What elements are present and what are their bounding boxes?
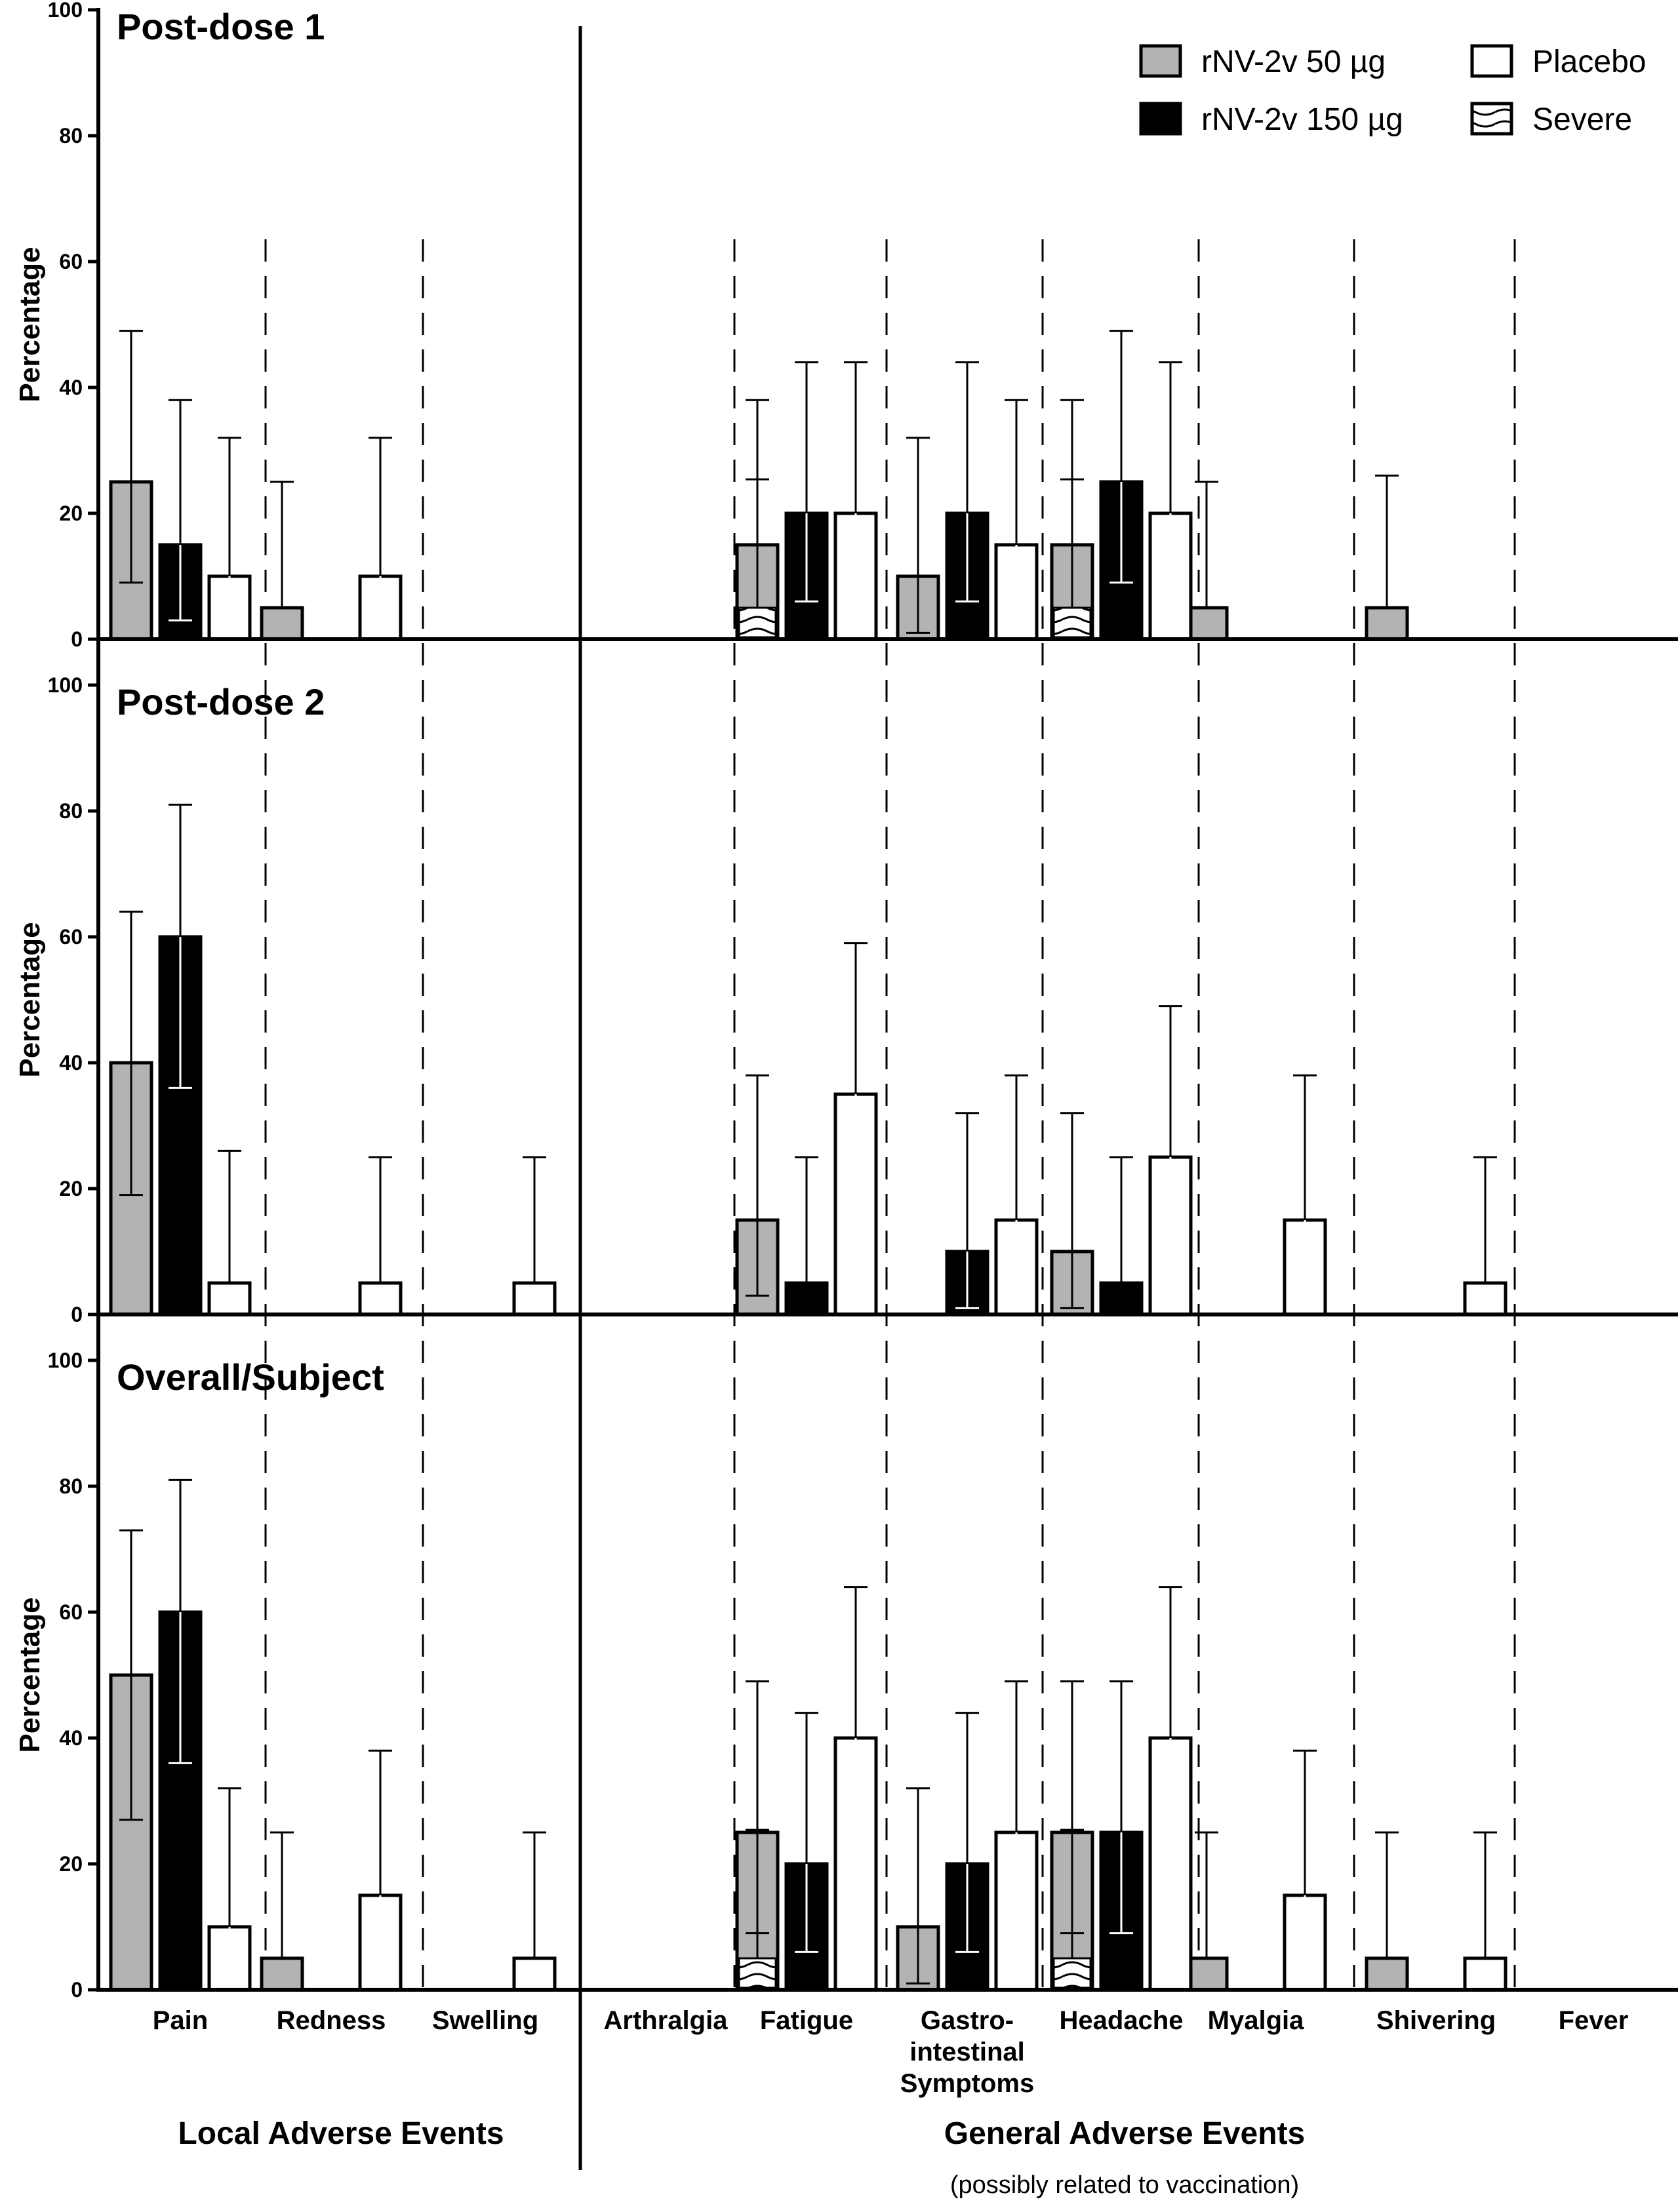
bar-placebo-swelling: [512, 1956, 557, 1992]
x-category-label: Fever: [1559, 2006, 1629, 2035]
legend-label: Severe: [1532, 102, 1632, 137]
y-tick-label: 100: [48, 0, 83, 22]
y-tick-label: 80: [59, 799, 83, 823]
panel-title: Overall/Subject: [117, 1356, 384, 1398]
bar-rnv-2v-50-g-redness: [260, 1956, 304, 1992]
group-sublabel: (possibly related to vaccination): [950, 2171, 1299, 2199]
bar-rnv-2v-50-g-shivering: [1365, 606, 1409, 641]
x-category-label: Myalgia: [1208, 2006, 1304, 2035]
y-tick-label: 100: [48, 1349, 83, 1372]
y-tick-label: 0: [71, 627, 83, 651]
legend-label: rNV-2v 150 µg: [1201, 102, 1403, 137]
y-tick-label: 40: [59, 1726, 83, 1750]
severe-segment-rnv-2v-50-g-fatigue: [738, 1957, 777, 1989]
severe-segment-rnv-2v-50-g-headache: [1052, 606, 1092, 639]
x-category-label: Arthralgia: [604, 2006, 729, 2035]
bar-placebo-swelling: [512, 1281, 557, 1316]
x-category-label: Fatigue: [760, 2006, 853, 2035]
legend-swatch-rnv-2v-50-g: [1139, 44, 1182, 78]
y-tick-label: 60: [59, 925, 83, 949]
y-tick-label: 20: [59, 1852, 83, 1876]
x-category-label: Gastro-intestinal Symptoms: [900, 2006, 1035, 2098]
group-label: Local Adverse Events: [178, 2116, 504, 2151]
y-tick-label: 80: [59, 1474, 83, 1498]
y-tick-label: 20: [59, 502, 83, 525]
y-tick-label: 0: [71, 1978, 83, 2002]
y-axis-label: Percentage: [14, 1597, 46, 1752]
x-category-label: Shivering: [1376, 2006, 1496, 2035]
bar-rnv-2v-150-g-headache: [1099, 1281, 1144, 1316]
y-tick-label: 100: [48, 673, 83, 697]
bar-placebo-redness: [358, 1281, 403, 1316]
y-tick-label: 40: [59, 1051, 83, 1075]
legend-label: rNV-2v 50 µg: [1201, 45, 1386, 79]
y-axis-label: Percentage: [14, 922, 46, 1077]
y-tick-label: 60: [59, 250, 83, 273]
panel-title: Post-dose 1: [117, 6, 325, 47]
bar-placebo-pain: [207, 1281, 252, 1316]
group-label: General Adverse Events: [944, 2116, 1306, 2151]
bar-rnv-2v-50-g-shivering: [1365, 1956, 1409, 1992]
bar-rnv-2v-50-g-pain: [109, 1673, 153, 1992]
severe-segment-rnv-2v-50-g-headache: [1052, 1957, 1092, 1989]
legend-swatch-rnv-2v-150-g: [1139, 102, 1182, 136]
x-category-label: Pain: [153, 2006, 208, 2035]
legend-swatch-placebo: [1470, 44, 1513, 78]
bar-rnv-2v-50-g-redness: [260, 606, 304, 641]
y-tick-label: 40: [59, 376, 83, 399]
y-tick-label: 20: [59, 1177, 83, 1200]
bar-rnv-2v-150-g-fatigue: [784, 1281, 829, 1316]
bar-placebo-shivering: [1463, 1281, 1508, 1316]
legend-swatch-severe: [1470, 102, 1513, 136]
x-category-label: Headache: [1060, 2006, 1184, 2035]
severe-segment-rnv-2v-50-g-fatigue: [738, 606, 777, 639]
legend-label: Placebo: [1532, 45, 1646, 79]
y-tick-label: 80: [59, 124, 83, 148]
y-axis-label: Percentage: [14, 247, 46, 402]
x-category-label: Redness: [277, 2006, 386, 2035]
bar-placebo-shivering: [1463, 1956, 1508, 1992]
panel-title: Post-dose 2: [117, 681, 325, 722]
x-category-label: Swelling: [432, 2006, 538, 2035]
y-tick-label: 0: [71, 1303, 83, 1326]
y-tick-label: 60: [59, 1600, 83, 1624]
